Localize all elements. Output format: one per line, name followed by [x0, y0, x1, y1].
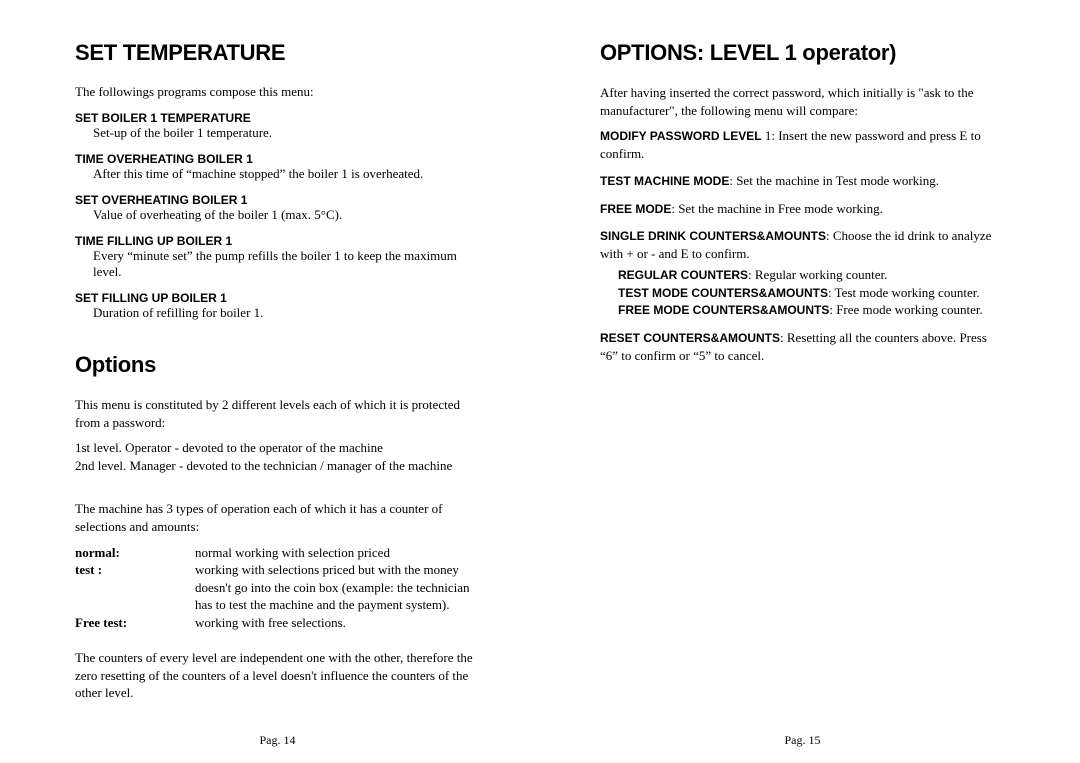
item-title: SET BOILER 1 TEMPERATURE: [75, 111, 480, 125]
item-desc: Every “minute set” the pump refills the …: [75, 248, 480, 282]
menu-item: TIME FILLING UP BOILER 1 Every “minute s…: [75, 234, 480, 282]
op-label: normal:: [75, 544, 195, 562]
op-desc: working with free selections.: [195, 614, 480, 632]
menu-item: TIME OVERHEATING BOILER 1 After this tim…: [75, 152, 480, 183]
item-title: SET FILLING UP BOILER 1: [75, 291, 480, 305]
sub-option-title: REGULAR COUNTERS: [618, 268, 748, 282]
heading-options: Options: [75, 352, 480, 378]
option-title: FREE MODE: [600, 202, 671, 216]
level-1-text: 1st level. Operator - devoted to the ope…: [75, 439, 480, 457]
options-intro: This menu is constituted by 2 different …: [75, 396, 480, 431]
op-label: test :: [75, 561, 195, 614]
heading-set-temperature: SET TEMPERATURE: [75, 40, 480, 66]
sub-option-item: FREE MODE COUNTERS&AMOUNTS: Free mode wo…: [600, 301, 1005, 319]
item-title: TIME OVERHEATING BOILER 1: [75, 152, 480, 166]
operation-row: test : working with selections priced bu…: [75, 561, 480, 614]
option-item: RESET COUNTERS&AMOUNTS: Resetting all th…: [600, 329, 1005, 364]
machine-intro: The machine has 3 types of operation eac…: [75, 500, 480, 535]
sub-option-title: FREE MODE COUNTERS&AMOUNTS: [618, 303, 829, 317]
page-right: OPTIONS: LEVEL 1 operator) After having …: [540, 40, 1080, 723]
counters-note: The counters of every level are independ…: [75, 649, 480, 702]
sub-option-title: TEST MODE COUNTERS&AMOUNTS: [618, 286, 828, 300]
option-title: RESET COUNTERS&AMOUNTS: [600, 331, 780, 345]
menu-item: SET FILLING UP BOILER 1 Duration of refi…: [75, 291, 480, 322]
item-desc: Value of overheating of the boiler 1 (ma…: [75, 207, 480, 224]
sub-option-desc: : Regular working counter.: [748, 267, 887, 282]
option-item: SINGLE DRINK COUNTERS&AMOUNTS: Choose th…: [600, 227, 1005, 262]
item-desc: After this time of “machine stopped” the…: [75, 166, 480, 183]
page-number: Pag. 14: [75, 733, 480, 748]
right-intro: After having inserted the correct passwo…: [600, 84, 1005, 119]
sub-option-item: REGULAR COUNTERS: Regular working counte…: [600, 266, 1005, 284]
option-title: TEST MACHINE MODE: [600, 174, 729, 188]
option-item: FREE MODE: Set the machine in Free mode …: [600, 200, 1005, 218]
operation-row: Free test: working with free selections.: [75, 614, 480, 632]
op-label: Free test:: [75, 614, 195, 632]
item-desc: Duration of refilling for boiler 1.: [75, 305, 480, 322]
option-item: TEST MACHINE MODE: Set the machine in Te…: [600, 172, 1005, 190]
level-2-text: 2nd level. Manager - devoted to the tech…: [75, 457, 480, 475]
page-number: Pag. 15: [600, 733, 1005, 748]
option-desc: : Set the machine in Test mode working.: [729, 173, 939, 188]
intro-text: The followings programs compose this men…: [75, 84, 480, 101]
operation-row: normal: normal working with selection pr…: [75, 544, 480, 562]
op-desc: normal working with selection priced: [195, 544, 480, 562]
sub-option-desc: : Free mode working counter.: [829, 302, 982, 317]
option-title: MODIFY PASSWORD LEVEL: [600, 129, 762, 143]
item-title: SET OVERHEATING BOILER 1: [75, 193, 480, 207]
page-left: SET TEMPERATURE The followings programs …: [0, 40, 540, 723]
op-desc: working with selections priced but with …: [195, 561, 480, 614]
option-item: MODIFY PASSWORD LEVEL 1: Insert the new …: [600, 127, 1005, 162]
sub-option-desc: : Test mode working counter.: [828, 285, 980, 300]
menu-item: SET BOILER 1 TEMPERATURE Set-up of the b…: [75, 111, 480, 142]
menu-item: SET OVERHEATING BOILER 1 Value of overhe…: [75, 193, 480, 224]
option-desc: : Set the machine in Free mode working.: [671, 201, 883, 216]
item-desc: Set-up of the boiler 1 temperature.: [75, 125, 480, 142]
option-title: SINGLE DRINK COUNTERS&AMOUNTS: [600, 229, 826, 243]
item-title: TIME FILLING UP BOILER 1: [75, 234, 480, 248]
sub-option-item: TEST MODE COUNTERS&AMOUNTS: Test mode wo…: [600, 284, 1005, 302]
heading-options-level1: OPTIONS: LEVEL 1 operator): [600, 40, 1005, 66]
